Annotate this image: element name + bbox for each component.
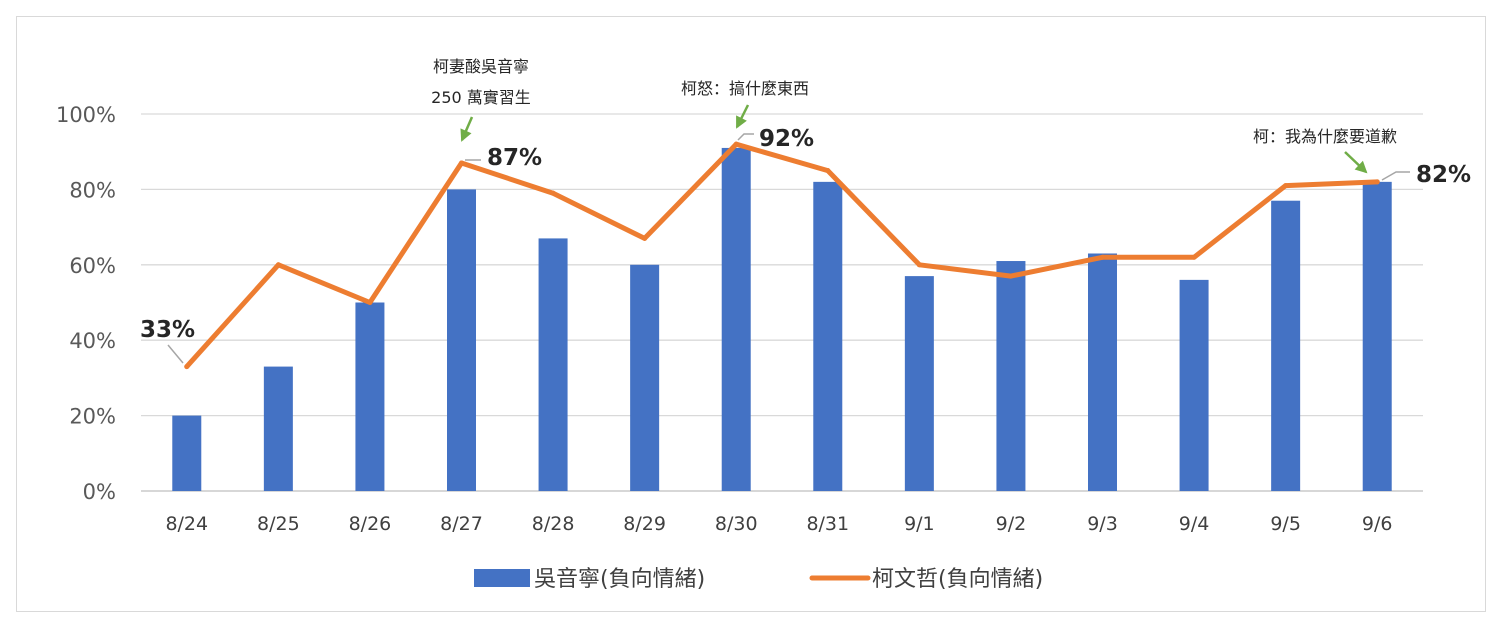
x-tick-label: 8/28	[532, 513, 575, 535]
line-point	[916, 262, 922, 268]
x-tick-label: 8/24	[165, 513, 208, 535]
x-tick-label: 9/5	[1270, 513, 1301, 535]
leader-line	[1381, 171, 1410, 181]
y-tick-label: 20%	[69, 405, 116, 429]
y-tick-label: 100%	[56, 103, 116, 127]
bar	[904, 276, 934, 491]
x-tick-label: 9/2	[996, 513, 1027, 535]
x-tick-label: 9/4	[1179, 513, 1210, 535]
gridlines	[141, 113, 1423, 492]
y-axis-ticks: 0% 20% 40% 60% 80% 100%	[56, 103, 116, 504]
data-labels: 33% 87% 92% 82%	[140, 126, 1471, 364]
x-tick-label: 8/30	[715, 513, 758, 535]
line-series	[184, 141, 1380, 370]
line-point	[1100, 254, 1105, 260]
x-tick-label: 8/26	[349, 513, 392, 535]
annotation-arrowhead	[1354, 160, 1368, 174]
line-point	[459, 160, 464, 166]
line-point	[733, 141, 739, 147]
x-tick-label: 8/29	[623, 513, 666, 535]
y-tick-label: 40%	[69, 329, 116, 353]
line-point	[367, 300, 373, 305]
line-point	[642, 235, 648, 241]
x-tick-label: 8/25	[257, 513, 300, 535]
line-point	[825, 168, 831, 174]
annotation-text: 250 萬實習生	[431, 88, 531, 107]
y-tick-label: 80%	[69, 178, 116, 202]
bar	[630, 264, 660, 491]
data-label: 87%	[487, 145, 542, 171]
line-point	[550, 190, 556, 196]
bar	[1179, 279, 1209, 491]
leader-line	[167, 344, 184, 364]
legend: 吳音寧(負向情緒) 柯文哲(負向情緒)	[474, 567, 1043, 592]
annotation-arrowhead	[460, 128, 472, 142]
line-point	[1191, 254, 1197, 260]
x-tick-label: 9/1	[904, 513, 935, 535]
y-tick-label: 0%	[83, 480, 116, 504]
bar	[172, 415, 202, 491]
line-point	[1008, 273, 1014, 279]
legend-label: 柯文哲(負向情緒)	[872, 567, 1043, 592]
data-label: 92%	[759, 126, 814, 152]
bar	[996, 261, 1026, 491]
x-tick-label: 8/27	[440, 513, 483, 535]
line-point	[184, 364, 190, 370]
bar	[1271, 200, 1301, 491]
bar	[1362, 181, 1392, 492]
line-point	[275, 262, 281, 268]
bar	[1088, 253, 1117, 491]
bar	[813, 181, 843, 492]
bar	[538, 238, 568, 491]
annotation-text: 柯妻酸吳音寧	[433, 57, 529, 76]
bar-series	[172, 147, 1392, 492]
chart-frame	[16, 16, 1486, 612]
x-tick-label: 8/31	[806, 513, 849, 535]
line-point	[1374, 179, 1380, 185]
data-label: 33%	[140, 317, 195, 343]
bar	[721, 147, 751, 491]
data-label: 82%	[1416, 162, 1471, 188]
x-tick-label: 9/3	[1087, 513, 1118, 535]
series-line	[184, 141, 1380, 370]
annotation-text: 柯：我為什麼要道歉	[1253, 127, 1397, 146]
bar	[355, 302, 385, 491]
bar	[447, 189, 476, 491]
x-tick-label: 9/6	[1362, 513, 1393, 535]
annotation-text: 柯怒：搞什麼東西	[681, 79, 809, 98]
y-tick-label: 60%	[69, 254, 116, 278]
x-axis-ticks: 8/24 8/25 8/26 8/27 8/28 8/29 8/30 8/31 9/1 9/2 9/…	[165, 513, 1392, 535]
legend-swatch-bar	[474, 569, 530, 587]
legend-label: 吳音寧(負向情緒)	[534, 567, 705, 592]
annotation-arrowhead	[736, 115, 747, 129]
line-point	[1283, 183, 1289, 189]
bar	[263, 366, 293, 491]
leader-line	[737, 133, 754, 141]
